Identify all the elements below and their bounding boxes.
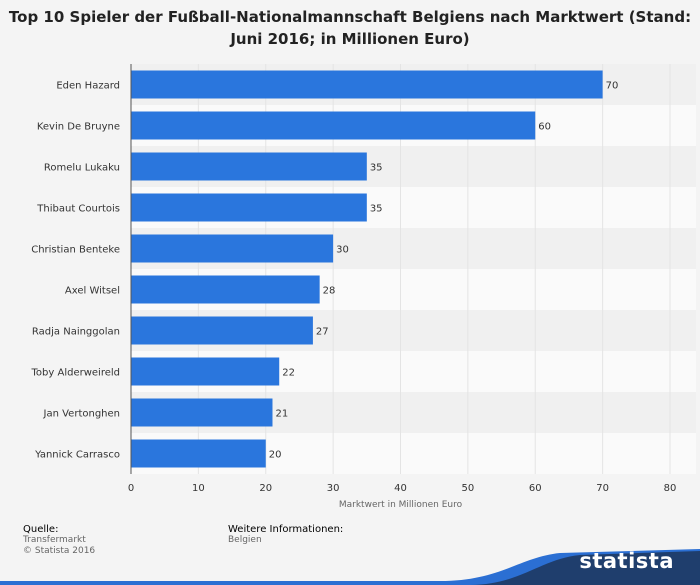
data-label: 22 (282, 368, 295, 379)
bar (131, 70, 603, 99)
category-label: Christian Benteke (31, 245, 120, 256)
info-label[interactable]: Weitere Informationen: (228, 524, 344, 535)
tick-label: 20 (259, 483, 272, 494)
tick-label: 10 (192, 483, 205, 494)
category-label: Jan Vertonghen (43, 409, 120, 420)
category-label: Kevin De Bruyne (37, 122, 120, 133)
category-label: Toby Alderweireld (31, 368, 120, 379)
category-label: Yannick Carrasco (34, 450, 120, 461)
data-label: 60 (538, 122, 551, 133)
copyright: © Statista 2016 (23, 546, 96, 556)
data-label: 30 (336, 245, 349, 256)
data-label: 70 (606, 81, 619, 92)
category-label: Thibaut Courtois (36, 204, 120, 215)
tick-label: 60 (529, 483, 542, 494)
data-label: 20 (269, 450, 282, 461)
category-label: Eden Hazard (56, 81, 120, 92)
info-block: Weitere Informationen: Belgien (228, 524, 343, 546)
x-axis-label: Marktwert in Millionen Euro (339, 500, 463, 510)
source-name: Transfermarkt (23, 535, 86, 545)
bar (131, 275, 320, 304)
bar (131, 193, 367, 222)
tick-label: 0 (128, 483, 134, 494)
tick-label: 40 (394, 483, 407, 494)
bar (131, 152, 367, 181)
wave-graphic (0, 549, 700, 585)
category-label: Axel Witsel (65, 286, 120, 297)
data-label: 28 (323, 286, 336, 297)
statista-banner: statista (0, 535, 700, 585)
tick-label: 30 (327, 483, 340, 494)
tick-label: 50 (462, 483, 475, 494)
bar (131, 111, 536, 140)
bar (131, 316, 313, 345)
tick-label: 80 (664, 483, 677, 494)
data-label: 27 (316, 327, 329, 338)
bar (131, 234, 334, 263)
category-label: Romelu Lukaku (44, 163, 120, 174)
bar (131, 357, 280, 386)
tick-label: 70 (596, 483, 609, 494)
data-label: 21 (275, 409, 288, 420)
info-value: Belgien (228, 535, 262, 545)
source-label: Quelle: (23, 524, 59, 535)
source-block: Quelle: Transfermarkt © Statista 2016 (23, 524, 95, 557)
statista-logo[interactable]: statista (579, 549, 674, 573)
data-label: 35 (370, 204, 383, 215)
chart-title: Top 10 Spieler der Fußball-Nationalmanns… (8, 8, 692, 48)
bar (131, 398, 273, 427)
bar (131, 439, 266, 468)
category-label: Radja Nainggolan (32, 327, 120, 338)
data-label: 35 (370, 163, 383, 174)
